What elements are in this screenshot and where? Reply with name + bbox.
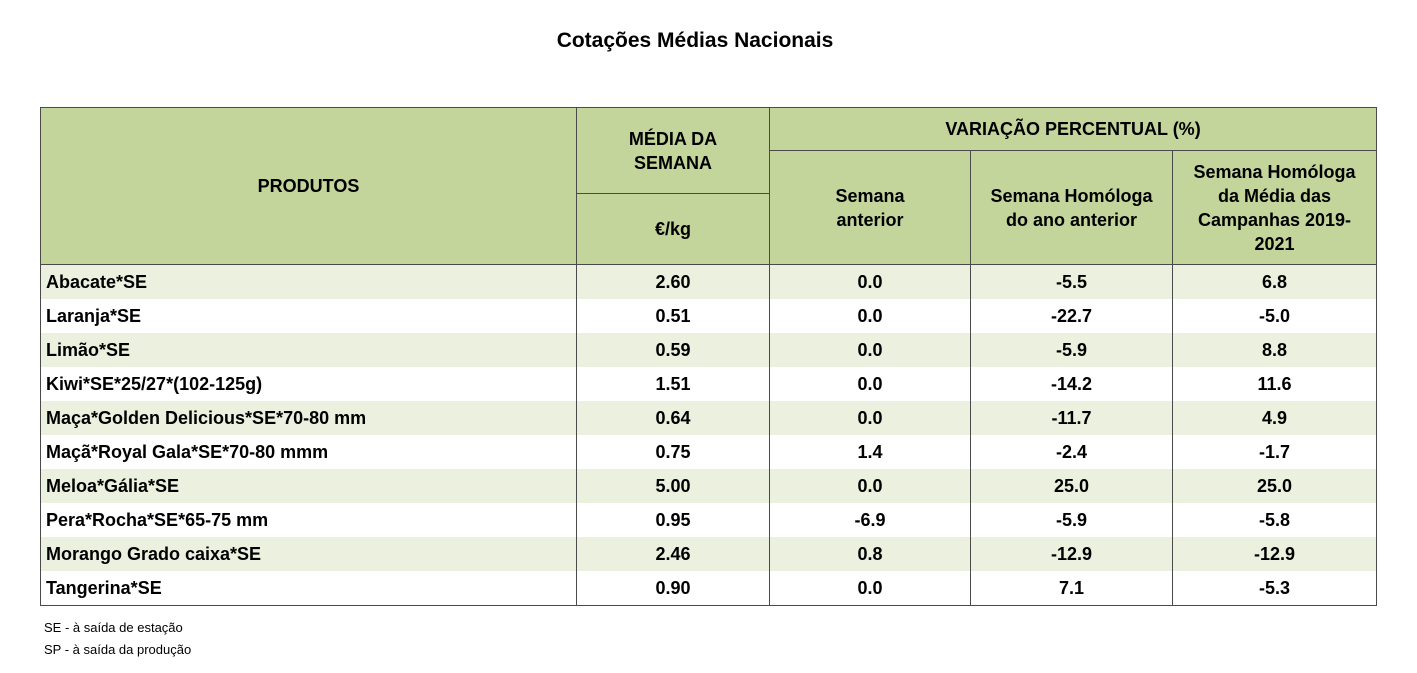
header-homologa-media-campanhas: Semana Homóloga da Média das Campanhas 2… (1171, 150, 1378, 265)
table-row: Limão*SE 0.59 0.0 -5.9 8.8 (40, 333, 1378, 367)
cell-homologa-media: 25.0 (1171, 469, 1378, 503)
table-row: Maçã*Royal Gala*SE*70-80 mmm 0.75 1.4 -2.4-… (40, 435, 1378, 469)
footnotes: SE - à saída de estação SP - à saída da … (44, 617, 191, 661)
table-row: Meloa*Gália*SE 5.00 0.0 25.0 25.0 (40, 469, 1378, 503)
cell-semana-anterior: 0.0 (769, 401, 971, 435)
cell-media: 0.90 (576, 571, 770, 606)
cell-homologa-ano: -12.9 (970, 537, 1173, 571)
cell-homologa-media: -1.7 (1171, 435, 1378, 469)
cell-homologa-ano: -11.7 (970, 401, 1173, 435)
table-row: Laranja*SE 0.51 0.0 -22.7 -5.0 (40, 299, 1378, 333)
cell-produto: Kiwi*SE*25/27*(102-125g) (40, 367, 577, 401)
cell-semana-anterior: 0.8 (769, 537, 971, 571)
header-media-semana: MÉDIA DA SEMANA (576, 107, 770, 194)
table-row: Pera*Rocha*SE*65-75 mm 0.95 -6.9 -5.9 -5.8 (40, 503, 1378, 537)
cell-homologa-media: -5.3 (1171, 571, 1378, 606)
cell-homologa-media: 6.8 (1171, 264, 1378, 299)
cell-media: 0.75 (576, 435, 770, 469)
cell-homologa-media: 8.8 (1171, 333, 1378, 367)
cell-media: 1.51 (576, 367, 770, 401)
table-row: Abacate*SE 2.60 0.0 -5.5 6.8 (40, 264, 1378, 299)
header-produtos: PRODUTOS (40, 107, 577, 265)
cell-produto: Laranja*SE (40, 299, 577, 333)
cell-homologa-media: -12.9 (1171, 537, 1378, 571)
price-table: PRODUTOS MÉDIA DA SEMANA VARIAÇÃO PERCEN… (40, 107, 1378, 606)
cell-produto: Maça*Golden Delicious*SE*70-80 mm (40, 401, 577, 435)
cell-produto: Limão*SE (40, 333, 577, 367)
cell-media: 2.46 (576, 537, 770, 571)
cell-semana-anterior: 0.0 (769, 367, 971, 401)
cell-produto: Tangerina*SE (40, 571, 577, 606)
cell-semana-anterior: 1.4 (769, 435, 971, 469)
cell-homologa-media: -5.0 (1171, 299, 1378, 333)
cell-media: 2.60 (576, 264, 770, 299)
header-semana-anterior: Semana anterior (769, 150, 971, 265)
cell-semana-anterior: 0.0 (769, 264, 971, 299)
cell-produto: Pera*Rocha*SE*65-75 mm (40, 503, 577, 537)
cell-homologa-media: 4.9 (1171, 401, 1378, 435)
cell-produto: Meloa*Gália*SE (40, 469, 577, 503)
cell-produto: Abacate*SE (40, 264, 577, 299)
cell-homologa-ano: -5.9 (970, 503, 1173, 537)
cell-semana-anterior: 0.0 (769, 299, 971, 333)
cell-semana-anterior: 0.0 (769, 469, 971, 503)
cell-media: 5.00 (576, 469, 770, 503)
cell-homologa-ano: -14.2 (970, 367, 1173, 401)
cell-homologa-ano: -5.9 (970, 333, 1173, 367)
footnote-se: SE - à saída de estação (44, 620, 183, 635)
header-unit: €/kg (576, 193, 770, 265)
cell-semana-anterior: 0.0 (769, 571, 971, 606)
cell-media: 0.64 (576, 401, 770, 435)
cell-homologa-ano: -22.7 (970, 299, 1173, 333)
table-row: Kiwi*SE*25/27*(102-125g) 1.51 0.0 -14.2 11.6 (40, 367, 1378, 401)
header-homologa-ano-anterior: Semana Homóloga do ano anterior (970, 150, 1173, 265)
header-variacao-percentual: VARIAÇÃO PERCENTUAL (%) (768, 107, 1378, 151)
cell-semana-anterior: 0.0 (769, 333, 971, 367)
page-title: Cotações Médias Nacionais (556, 29, 834, 52)
cell-homologa-media: -5.8 (1171, 503, 1378, 537)
table-row: Tangerina*SE 0.90 0.0 7.1 -5.3 (40, 571, 1378, 606)
cell-produto: Morango Grado caixa*SE (40, 537, 577, 571)
table-row: Maça*Golden Delicious*SE*70-80 mm 0.64 0.0… (40, 401, 1378, 435)
cell-media: 0.51 (576, 299, 770, 333)
cell-homologa-media: 11.6 (1171, 367, 1378, 401)
cell-homologa-ano: -5.5 (970, 264, 1173, 299)
cell-homologa-ano: 7.1 (970, 571, 1173, 606)
cell-semana-anterior: -6.9 (769, 503, 971, 537)
cell-media: 0.95 (576, 503, 770, 537)
cell-homologa-ano: 25.0 (970, 469, 1173, 503)
footnote-sp: SP - à saída da produção (44, 642, 192, 657)
cell-produto: Maçã*Royal Gala*SE*70-80 mmm (40, 435, 577, 469)
table-row: Morango Grado caixa*SE 2.46 0.8 -12.9 -12.9 (40, 537, 1378, 571)
cell-media: 0.59 (576, 333, 770, 367)
cell-homologa-ano: -2.4 (970, 435, 1173, 469)
